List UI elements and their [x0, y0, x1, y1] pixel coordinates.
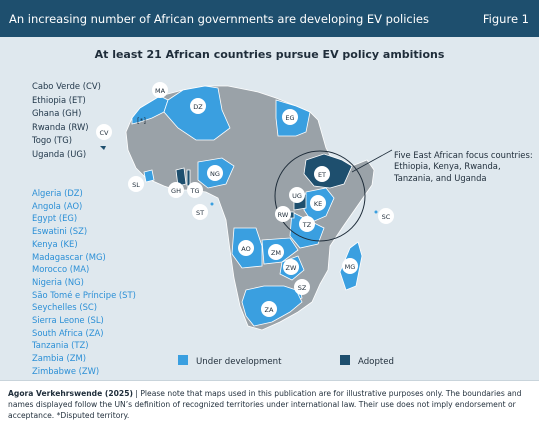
adopted-country-list: Cabo Verde (CV) Ethiopia (ET) Ghana (GH)…	[32, 80, 101, 162]
label-ao: AO	[238, 240, 254, 256]
development-country-item: Zambia (ZM)	[32, 353, 86, 364]
label-zm: ZM	[268, 244, 284, 260]
focus-leader-line	[351, 149, 393, 173]
development-country-item: Zimbabwe (ZW)	[32, 365, 100, 376]
development-country-item: Eswatini (SZ)	[32, 226, 88, 237]
label-ma: MA	[152, 82, 168, 98]
label-zw: ZW	[283, 259, 299, 275]
svg-text:GH: GH	[171, 187, 181, 195]
adopted-country-item: Uganda (UG)	[32, 148, 87, 159]
country-sao-tome	[210, 202, 214, 206]
svg-text:ZA: ZA	[265, 306, 274, 314]
svg-text:TZ: TZ	[302, 221, 312, 229]
adopted-country-item: Ghana (GH)	[32, 108, 82, 119]
country-sierra-leone	[143, 169, 155, 183]
adopted-country-item: Cabo Verde (CV)	[32, 81, 101, 91]
label-cv: CV	[96, 124, 112, 140]
svg-text:ZW: ZW	[286, 264, 297, 272]
label-sl: SL	[128, 176, 144, 192]
label-ke: KE	[310, 195, 326, 211]
svg-text:UG: UG	[292, 192, 302, 200]
label-tz: TZ	[299, 216, 315, 232]
map-subtitle: At least 21 African countries pursue EV …	[94, 48, 445, 61]
label-sz: SZ	[294, 279, 310, 295]
label-dz: DZ	[190, 98, 206, 114]
development-country-item: Tanzania (TZ)	[32, 340, 89, 351]
label-gh: GH	[168, 182, 184, 198]
svg-text:NG: NG	[210, 170, 220, 178]
legend-label-under-development: Under development	[196, 357, 282, 367]
adopted-country-item: Ethiopia (ET)	[32, 94, 86, 105]
svg-text:SL: SL	[132, 181, 140, 189]
label-ug: UG	[289, 187, 305, 203]
development-country-item: Algeria (DZ)	[32, 188, 83, 198]
svg-text:DZ: DZ	[193, 103, 203, 111]
development-country-item: South Africa (ZA)	[32, 327, 104, 338]
svg-text:TG: TG	[189, 187, 199, 195]
label-rw: RW	[275, 206, 291, 222]
figure-title: An increasing number of African governme…	[9, 12, 429, 26]
svg-text:ET: ET	[318, 171, 326, 179]
country-togo	[186, 169, 191, 187]
svg-text:KE: KE	[314, 200, 322, 208]
development-country-item: Egypt (EG)	[32, 213, 78, 224]
legend-swatch-adopted	[340, 355, 350, 365]
adopted-country-item: Rwanda (RW)	[32, 121, 89, 132]
disputed-territory-marker: [*]	[137, 117, 146, 125]
footer-source: Agora Verkehrswende (2025)	[8, 389, 133, 398]
label-eg: EG	[282, 109, 298, 125]
footer: Agora Verkehrswende (2025) | Please note…	[0, 380, 539, 429]
country-labels: MA DZ EG CV SL GH TG NG ST ET UG KE RW T…	[96, 82, 394, 317]
country-seychelles	[374, 210, 378, 214]
country-cabo-verde	[100, 146, 106, 150]
footer-text: Agora Verkehrswende (2025) | Please note…	[8, 388, 531, 421]
svg-text:SC: SC	[382, 213, 391, 221]
svg-text:EG: EG	[285, 114, 294, 122]
development-country-item: Madagascar (MG)	[32, 251, 106, 262]
label-et: ET	[314, 166, 330, 182]
svg-text:AO: AO	[241, 245, 250, 253]
label-za: ZA	[261, 301, 277, 317]
svg-text:ZM: ZM	[271, 249, 281, 257]
label-tg: TG	[187, 182, 203, 198]
legend-under-development: Under development	[178, 355, 281, 367]
development-country-item: Nigeria (NG)	[32, 276, 84, 287]
legend-adopted: Adopted	[340, 355, 394, 367]
svg-text:SZ: SZ	[298, 284, 307, 292]
country-ghana	[175, 167, 187, 187]
development-country-item: Kenya (KE)	[32, 238, 78, 249]
svg-text:RW: RW	[278, 211, 289, 219]
development-country-item: São Tomé e Príncipe (ST)	[32, 289, 136, 300]
legend-label-adopted: Adopted	[358, 357, 395, 367]
development-country-list: Algeria (DZ) Angola (AO) Egypt (EG) Eswa…	[32, 187, 136, 378]
development-country-item: Sierra Leone (SL)	[32, 315, 104, 326]
label-ng: NG	[207, 165, 223, 181]
svg-text:ST: ST	[196, 209, 204, 217]
label-mg: MG	[342, 258, 358, 274]
east-africa-focus-circle	[274, 150, 366, 242]
footer-note: | Please note that maps used in this pub…	[8, 389, 522, 420]
development-country-item: Angola (AO)	[32, 200, 83, 211]
header-bar: An increasing number of African governme…	[0, 0, 539, 37]
label-st: ST	[192, 204, 208, 220]
development-country-item: Seychelles (SC)	[32, 302, 98, 313]
svg-text:MG: MG	[345, 263, 356, 271]
figure-label: Figure 1	[482, 12, 529, 26]
legend-swatch-under-development	[178, 355, 188, 365]
africa-map: [*] MA DZ EG CV SL GH TG NG ST ET UG KE …	[96, 82, 394, 331]
adopted-country-item: Togo (TG)	[32, 135, 73, 146]
focus-annotation: Five East African focus countries: Ethio…	[394, 150, 533, 183]
svg-text:CV: CV	[100, 129, 110, 137]
development-country-item: Morocco (MA)	[32, 264, 90, 275]
svg-text:MA: MA	[155, 87, 166, 95]
label-sc: SC	[378, 208, 394, 224]
